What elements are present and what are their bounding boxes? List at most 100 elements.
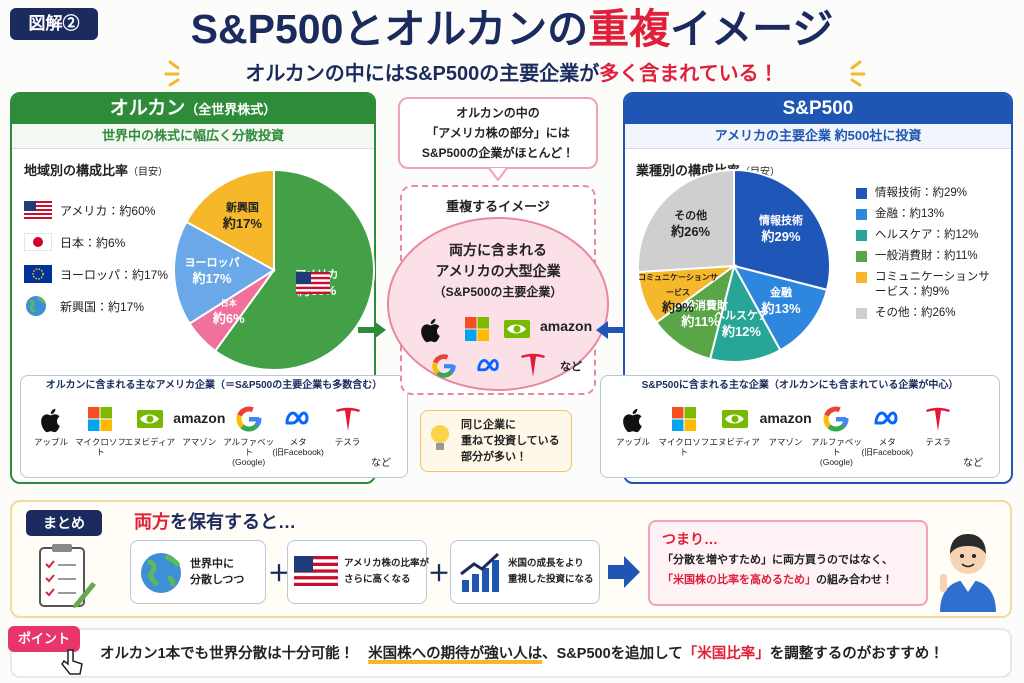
company-name: エヌビディア — [124, 437, 176, 447]
company: テスラ — [322, 404, 374, 447]
company-name: マイクロソフト — [658, 437, 710, 457]
legend-item: 情報技術：約29% — [856, 186, 1008, 201]
company: マイクロソフト — [74, 404, 126, 457]
slice-label: その他 約26% — [651, 209, 731, 239]
logo-use — [287, 413, 307, 423]
slice-label: 一般消費財 約11% — [661, 299, 741, 329]
speech-bubble: オルカンの中の 「アメリカ株の部分」には S&P500の企業がほとんど！ — [398, 97, 598, 169]
logo-use — [876, 413, 896, 423]
logo-meta — [474, 352, 504, 380]
company: メタ (旧Facebook) — [272, 404, 324, 457]
etc-text: など — [371, 458, 391, 469]
legend-item: ヘルスケア：約12% — [856, 228, 1008, 243]
slice-label: ヘルスケア 約12% — [701, 309, 781, 339]
logo-use — [672, 407, 696, 431]
logo-use — [926, 408, 950, 431]
panel-tagline: 世界中の株式に幅広く分散投資 — [12, 124, 374, 149]
bulb-icon — [431, 425, 449, 450]
flag-eu — [24, 265, 52, 283]
company: amazon アマゾン — [760, 404, 812, 447]
item-line: アメリカ株の比率が — [344, 558, 430, 569]
pie-slice — [173, 220, 276, 325]
item-line: 世界中に — [190, 558, 234, 570]
headline-highlight: 両方 — [134, 512, 170, 532]
company-logo — [283, 404, 313, 434]
company-logo — [669, 404, 699, 434]
company-logo — [618, 404, 648, 434]
company-name: (Google) — [232, 457, 266, 467]
item-line: 米国の成長をより — [508, 558, 584, 569]
slice-value: 約6% — [212, 311, 245, 327]
legend-label: 日本：約6% — [60, 235, 126, 250]
logo-use — [722, 410, 748, 428]
slice-category: 日本 — [220, 299, 237, 309]
overlap-ellipse — [387, 217, 609, 391]
company: アップル — [25, 404, 77, 447]
panel-header: オルカン（全世界株式） — [12, 94, 374, 124]
spark — [850, 60, 866, 87]
conclusion-text: の組み合わせ！ — [816, 574, 893, 586]
logo-use — [822, 405, 850, 433]
pointer-icon — [61, 649, 83, 675]
flag-us — [296, 272, 330, 294]
logo-google — [430, 352, 458, 380]
item-line: 重視した投資になる — [508, 574, 594, 585]
logo-use — [235, 405, 263, 433]
legend-swatch — [856, 188, 867, 199]
legend-item: 一般消費財：約11% — [856, 249, 1008, 264]
pie-slice — [637, 168, 735, 274]
pie-svg — [637, 168, 831, 363]
company-logo — [923, 404, 953, 434]
subtitle-text: オルカンの中にはS&P500の主要企業が — [245, 63, 600, 85]
conclusion-highlight: 「米国株の比率を高めるため」 — [662, 574, 816, 586]
logo-use — [623, 409, 642, 432]
legend-label: 金融：約13% — [875, 208, 945, 220]
bubble-line: オルカンの中の — [456, 106, 540, 120]
slice-value: 約26% — [671, 224, 711, 240]
company-name: アマゾン — [768, 437, 803, 447]
legend-item: ヨーロッパ：約17% — [24, 258, 184, 290]
conclusion-box: つまり… 「分散を増やすため」に両方買うのではなく、 「米国株の比率を高めるため… — [648, 520, 928, 606]
pie-chart: 情報技術 約29% 金融 約13% ヘルスケア 約12% 一般消費財 約11% コミュニケーショ… — [636, 168, 832, 364]
summary-headline: 両方を保有すると… — [134, 508, 296, 534]
legend-swatch — [856, 251, 867, 262]
slice-value: 約9% — [662, 300, 694, 316]
company-row: アップル マイクロソフト エヌビディア amazon アマゾン アルファベット (Googl… — [607, 404, 997, 474]
plus: ＋ — [428, 561, 451, 586]
headline-text: を保有すると… — [170, 512, 296, 532]
logo-use — [336, 408, 360, 431]
company-name: (Google) — [819, 457, 853, 467]
globe-icon — [26, 296, 46, 316]
panel-header: S&P500 — [625, 94, 1011, 124]
summary-label: まとめ — [26, 510, 102, 536]
chart-title-note: （目安） — [740, 167, 781, 178]
logo-apple — [416, 314, 446, 344]
point-bar — [10, 628, 1012, 678]
pie-slice — [708, 263, 782, 363]
slice-value: 約11% — [681, 314, 720, 330]
slice-value: 約17% — [222, 215, 262, 231]
company: エヌビディア — [709, 404, 761, 447]
company-logo — [234, 404, 264, 434]
conclusion-title: つまり… — [662, 531, 718, 547]
legend-label: コミュニケーションサービス：約9% — [875, 271, 990, 298]
legend: アメリカ：約60% 日本：約6% ヨーロッパ：約17% 新興国：約17% — [24, 194, 184, 322]
slice-label: コミュニケーションサービス 約9% — [638, 270, 718, 315]
companies-box: S&P500に含まれる主な企業（オルカンにも含まれている企業が中心） アップルマ… — [600, 375, 1000, 478]
item-line: 分散しつつ — [190, 574, 245, 586]
flag-us — [24, 201, 52, 219]
companies-title: S&P500に含まれる主な企業（オルカンにも含まれている企業が中心） — [641, 380, 959, 391]
subtitle-highlight: 多く含まれている！ — [599, 63, 779, 85]
bubble-tail — [488, 167, 508, 181]
company: メタ (旧Facebook) — [861, 404, 913, 457]
point-part: オルカン1本でも世界分散は十分可能！ — [100, 646, 355, 662]
company-name: テスラ — [925, 437, 951, 447]
overlap-line: 両方に含まれる — [449, 242, 547, 258]
company-name: メタ — [289, 437, 307, 447]
subtitle: オルカンの中にはS&P500の主要企業が多く含まれている！ — [150, 60, 874, 88]
spark — [164, 60, 180, 87]
pie-slice — [213, 168, 375, 371]
slice-value: 約29% — [761, 228, 801, 244]
pie-slice — [185, 168, 275, 272]
